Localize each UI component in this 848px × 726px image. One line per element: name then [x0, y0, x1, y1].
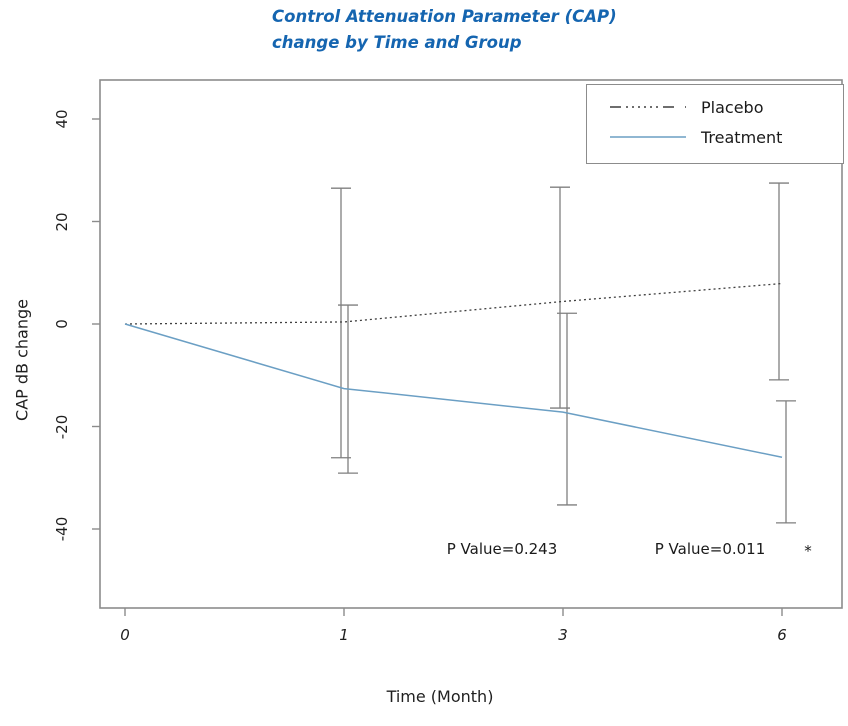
legend-label-treatment: Treatment: [701, 127, 783, 147]
treatment-line: [124, 323, 783, 458]
x-tick-label: 1: [339, 626, 349, 644]
y-tick-label: 40: [53, 109, 71, 129]
y-tick-label: -40: [53, 516, 71, 542]
significance-asterisk: *: [804, 542, 812, 560]
legend-label-placebo: Placebo: [701, 97, 764, 117]
placebo-line-sample-icon: [610, 106, 686, 108]
y-tick-label: 20: [53, 211, 71, 232]
legend-item-placebo: Placebo: [587, 95, 843, 119]
x-tick-label: 6: [777, 626, 787, 644]
pvalue-month3-annotation: P Value=0.243: [446, 540, 558, 558]
chart-title-line1: Control Attenuation Parameter (CAP): [272, 7, 617, 26]
y-tick-label: 0: [53, 319, 71, 329]
legend-item-treatment: Treatment: [587, 125, 843, 149]
y-tick-label: -20: [53, 414, 71, 439]
plot-box: [99, 79, 843, 609]
treatment-line-sample-icon: [610, 136, 686, 138]
x-tick-label: 0: [120, 626, 130, 644]
placebo-line: [124, 282, 783, 325]
x-tick-label: 3: [558, 626, 568, 644]
pvalue-month6-annotation: P Value=0.011: [654, 540, 766, 558]
y-axis-label: CAP dB change: [12, 299, 32, 421]
x-axis-label: Time (Month): [386, 687, 494, 706]
chart-title-line2: change by Time and Group: [272, 33, 522, 52]
chart-title: Control Attenuation Parameter (CAP) chan…: [272, 4, 617, 56]
legend-box: Placebo Treatment: [586, 84, 844, 164]
